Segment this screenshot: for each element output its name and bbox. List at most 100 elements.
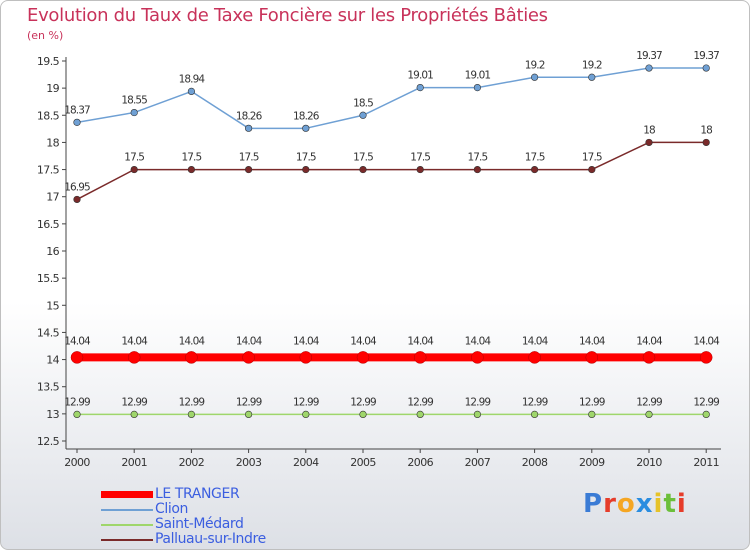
data-label: 14.04 bbox=[236, 335, 263, 347]
data-point bbox=[73, 118, 81, 126]
chart-title: Evolution du Taux de Taxe Foncière sur l… bbox=[27, 5, 548, 26]
legend-swatch bbox=[101, 491, 153, 498]
data-label: 18 bbox=[700, 124, 712, 136]
data-point bbox=[245, 165, 253, 174]
x-tick-label: 2003 bbox=[236, 456, 262, 469]
data-label: 18.26 bbox=[236, 110, 263, 122]
data-point bbox=[70, 351, 84, 364]
legend-label: Palluau-sur-Indre bbox=[155, 531, 266, 547]
data-label: 12.99 bbox=[465, 396, 491, 408]
legend-item: Saint-Médard bbox=[101, 516, 361, 532]
data-label: 12.99 bbox=[636, 396, 662, 408]
x-tick-label: 2000 bbox=[64, 456, 90, 469]
data-label: 19.2 bbox=[525, 59, 545, 71]
data-point bbox=[702, 64, 710, 72]
y-tick-label: 17.5 bbox=[37, 164, 60, 177]
data-point bbox=[645, 64, 653, 72]
data-label: 17.5 bbox=[468, 152, 488, 164]
data-point bbox=[473, 83, 482, 92]
data-point bbox=[130, 108, 138, 117]
data-label: 12.99 bbox=[350, 396, 376, 408]
data-label: 19.2 bbox=[582, 59, 602, 71]
x-tick-label: 2010 bbox=[636, 456, 662, 469]
data-point bbox=[187, 410, 195, 419]
series-line-3 bbox=[76, 141, 707, 201]
data-label: 12.99 bbox=[693, 396, 719, 408]
data-label: 18 bbox=[643, 124, 655, 136]
data-point bbox=[245, 124, 253, 132]
data-point bbox=[585, 351, 599, 364]
data-point bbox=[245, 410, 253, 419]
y-tick-label: 13.5 bbox=[37, 381, 60, 394]
data-label: 19.01 bbox=[465, 70, 491, 82]
data-point bbox=[185, 351, 198, 364]
y-tick-label: 18.5 bbox=[37, 109, 60, 122]
logo-letter: i bbox=[676, 489, 687, 519]
data-label: 12.99 bbox=[407, 396, 433, 408]
data-label: 14.04 bbox=[407, 335, 434, 347]
data-point bbox=[530, 165, 539, 174]
data-label: 12.99 bbox=[293, 396, 319, 408]
data-label: 14.04 bbox=[579, 335, 606, 347]
legend-label: LE TRANGER bbox=[155, 486, 240, 502]
legend-label: Saint-Médard bbox=[155, 516, 244, 532]
data-label: 17.5 bbox=[296, 152, 316, 164]
data-point bbox=[130, 165, 138, 174]
logo-letter: i bbox=[653, 489, 664, 519]
data-point bbox=[530, 410, 539, 419]
x-tick-label: 2011 bbox=[693, 456, 719, 469]
data-point bbox=[699, 351, 713, 364]
data-label: 17.5 bbox=[410, 152, 430, 164]
x-tick-label: 2006 bbox=[407, 456, 433, 469]
data-label: 14.04 bbox=[693, 335, 720, 347]
data-point bbox=[588, 165, 596, 174]
data-label: 19.37 bbox=[693, 50, 719, 62]
data-label: 14.04 bbox=[179, 335, 206, 347]
legend-item: LE TRANGER bbox=[101, 486, 361, 502]
data-label: 12.99 bbox=[236, 396, 262, 408]
data-point bbox=[359, 410, 367, 419]
data-point bbox=[588, 73, 596, 81]
data-label: 19.01 bbox=[407, 70, 433, 82]
data-label: 17.5 bbox=[182, 152, 202, 164]
x-tick-label: 2001 bbox=[121, 456, 147, 469]
y-tick-label: 14.5 bbox=[37, 326, 60, 339]
data-label: 16.95 bbox=[64, 181, 90, 193]
data-point bbox=[73, 195, 81, 204]
legend-item: Clion bbox=[101, 501, 361, 517]
data-point bbox=[473, 410, 482, 419]
data-point bbox=[187, 87, 195, 95]
data-point bbox=[356, 351, 370, 364]
data-point bbox=[416, 83, 424, 92]
data-label: 12.99 bbox=[121, 396, 147, 408]
data-point bbox=[702, 138, 710, 147]
y-tick-label: 12.5 bbox=[37, 435, 60, 448]
data-point bbox=[302, 410, 310, 419]
data-label: 18.5 bbox=[353, 97, 373, 109]
data-point bbox=[645, 410, 653, 419]
data-point bbox=[299, 351, 313, 364]
logo-letter: r bbox=[603, 489, 617, 519]
data-point bbox=[702, 410, 710, 419]
y-tick-label: 13 bbox=[46, 408, 59, 421]
data-label: 12.99 bbox=[579, 396, 605, 408]
data-label: 14.04 bbox=[293, 335, 320, 347]
legend-swatch bbox=[101, 509, 153, 511]
legend-swatch bbox=[101, 539, 153, 541]
data-point bbox=[642, 351, 656, 364]
y-tick-label: 16.5 bbox=[37, 218, 60, 231]
logo-letter: x bbox=[635, 489, 654, 519]
data-label: 17.5 bbox=[582, 152, 602, 164]
data-label: 14.04 bbox=[465, 335, 492, 347]
data-label: 17.5 bbox=[353, 152, 373, 164]
data-point bbox=[302, 165, 310, 174]
data-label: 14.04 bbox=[522, 335, 549, 347]
data-label: 18.94 bbox=[179, 73, 206, 85]
x-tick-label: 2002 bbox=[179, 456, 205, 469]
data-point bbox=[588, 410, 596, 419]
y-tick-label: 19.5 bbox=[37, 55, 60, 68]
data-label: 12.99 bbox=[64, 396, 90, 408]
data-label: 17.5 bbox=[124, 152, 144, 164]
data-point bbox=[359, 111, 367, 119]
